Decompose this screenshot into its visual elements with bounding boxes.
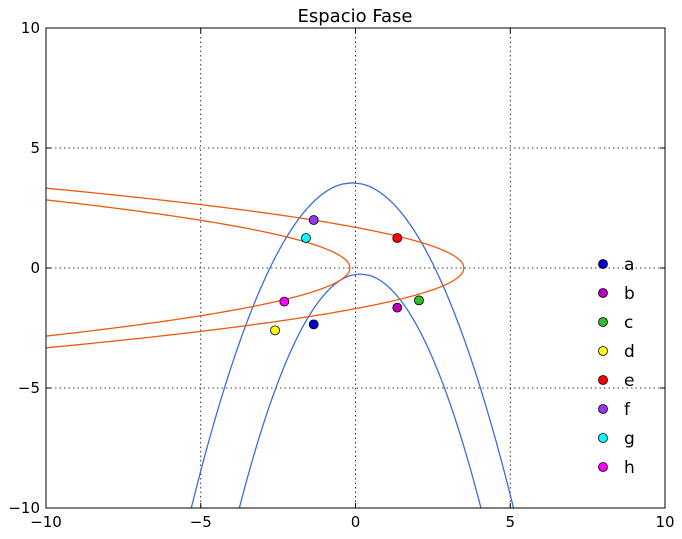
legend-marker-a — [598, 259, 608, 269]
y-tick-label-1: −5 — [18, 379, 40, 397]
legend-marker-b — [598, 288, 608, 298]
point-f — [308, 215, 319, 225]
point-h — [279, 296, 290, 307]
point-c — [414, 295, 424, 306]
x-tick-label-1: −5 — [190, 513, 212, 531]
y-tick-label-3: 5 — [30, 139, 40, 157]
y-tick-label-4: 10 — [21, 19, 40, 37]
data-points — [270, 215, 424, 336]
grid-lines — [46, 28, 665, 508]
x-tick-label-3: 5 — [505, 513, 515, 531]
orange-curve-outer — [46, 187, 465, 349]
legend-label-a: a — [624, 255, 634, 275]
orange-curve-inner — [46, 199, 351, 337]
legend-label-d: d — [624, 342, 635, 362]
x-tick-label-0: −10 — [30, 513, 62, 531]
y-tick-label-0: −10 — [8, 499, 40, 517]
chart-title: Espacio Fase — [297, 6, 412, 27]
legend-marker-e — [598, 375, 608, 385]
legend-label-b: b — [624, 284, 635, 304]
legend-marker-d — [598, 346, 608, 356]
x-tick-label-2: 0 — [351, 513, 361, 531]
axis-ticks: −10 −5 0 5 10 −10 −5 0 5 10 — [8, 19, 674, 531]
point-g — [301, 233, 311, 243]
point-b — [392, 302, 403, 313]
legend-label-g: g — [624, 429, 635, 449]
legend-label-h: h — [624, 458, 635, 478]
legend-label-f: f — [624, 400, 631, 420]
point-d — [270, 325, 280, 336]
legend-marker-g — [598, 433, 608, 443]
x-tick-label-4: 10 — [655, 513, 674, 531]
point-a — [308, 319, 319, 330]
blue-curve-upper — [190, 182, 515, 508]
point-e — [392, 233, 403, 243]
phase-curves — [46, 182, 515, 508]
legend-label-e: e — [624, 371, 634, 391]
legend-marker-f — [598, 404, 608, 414]
blue-curve-lower — [238, 273, 482, 508]
legend-marker-c — [598, 317, 608, 327]
legend-label-c: c — [624, 313, 633, 333]
legend-marker-h — [598, 462, 608, 472]
y-tick-label-2: 0 — [30, 259, 40, 277]
